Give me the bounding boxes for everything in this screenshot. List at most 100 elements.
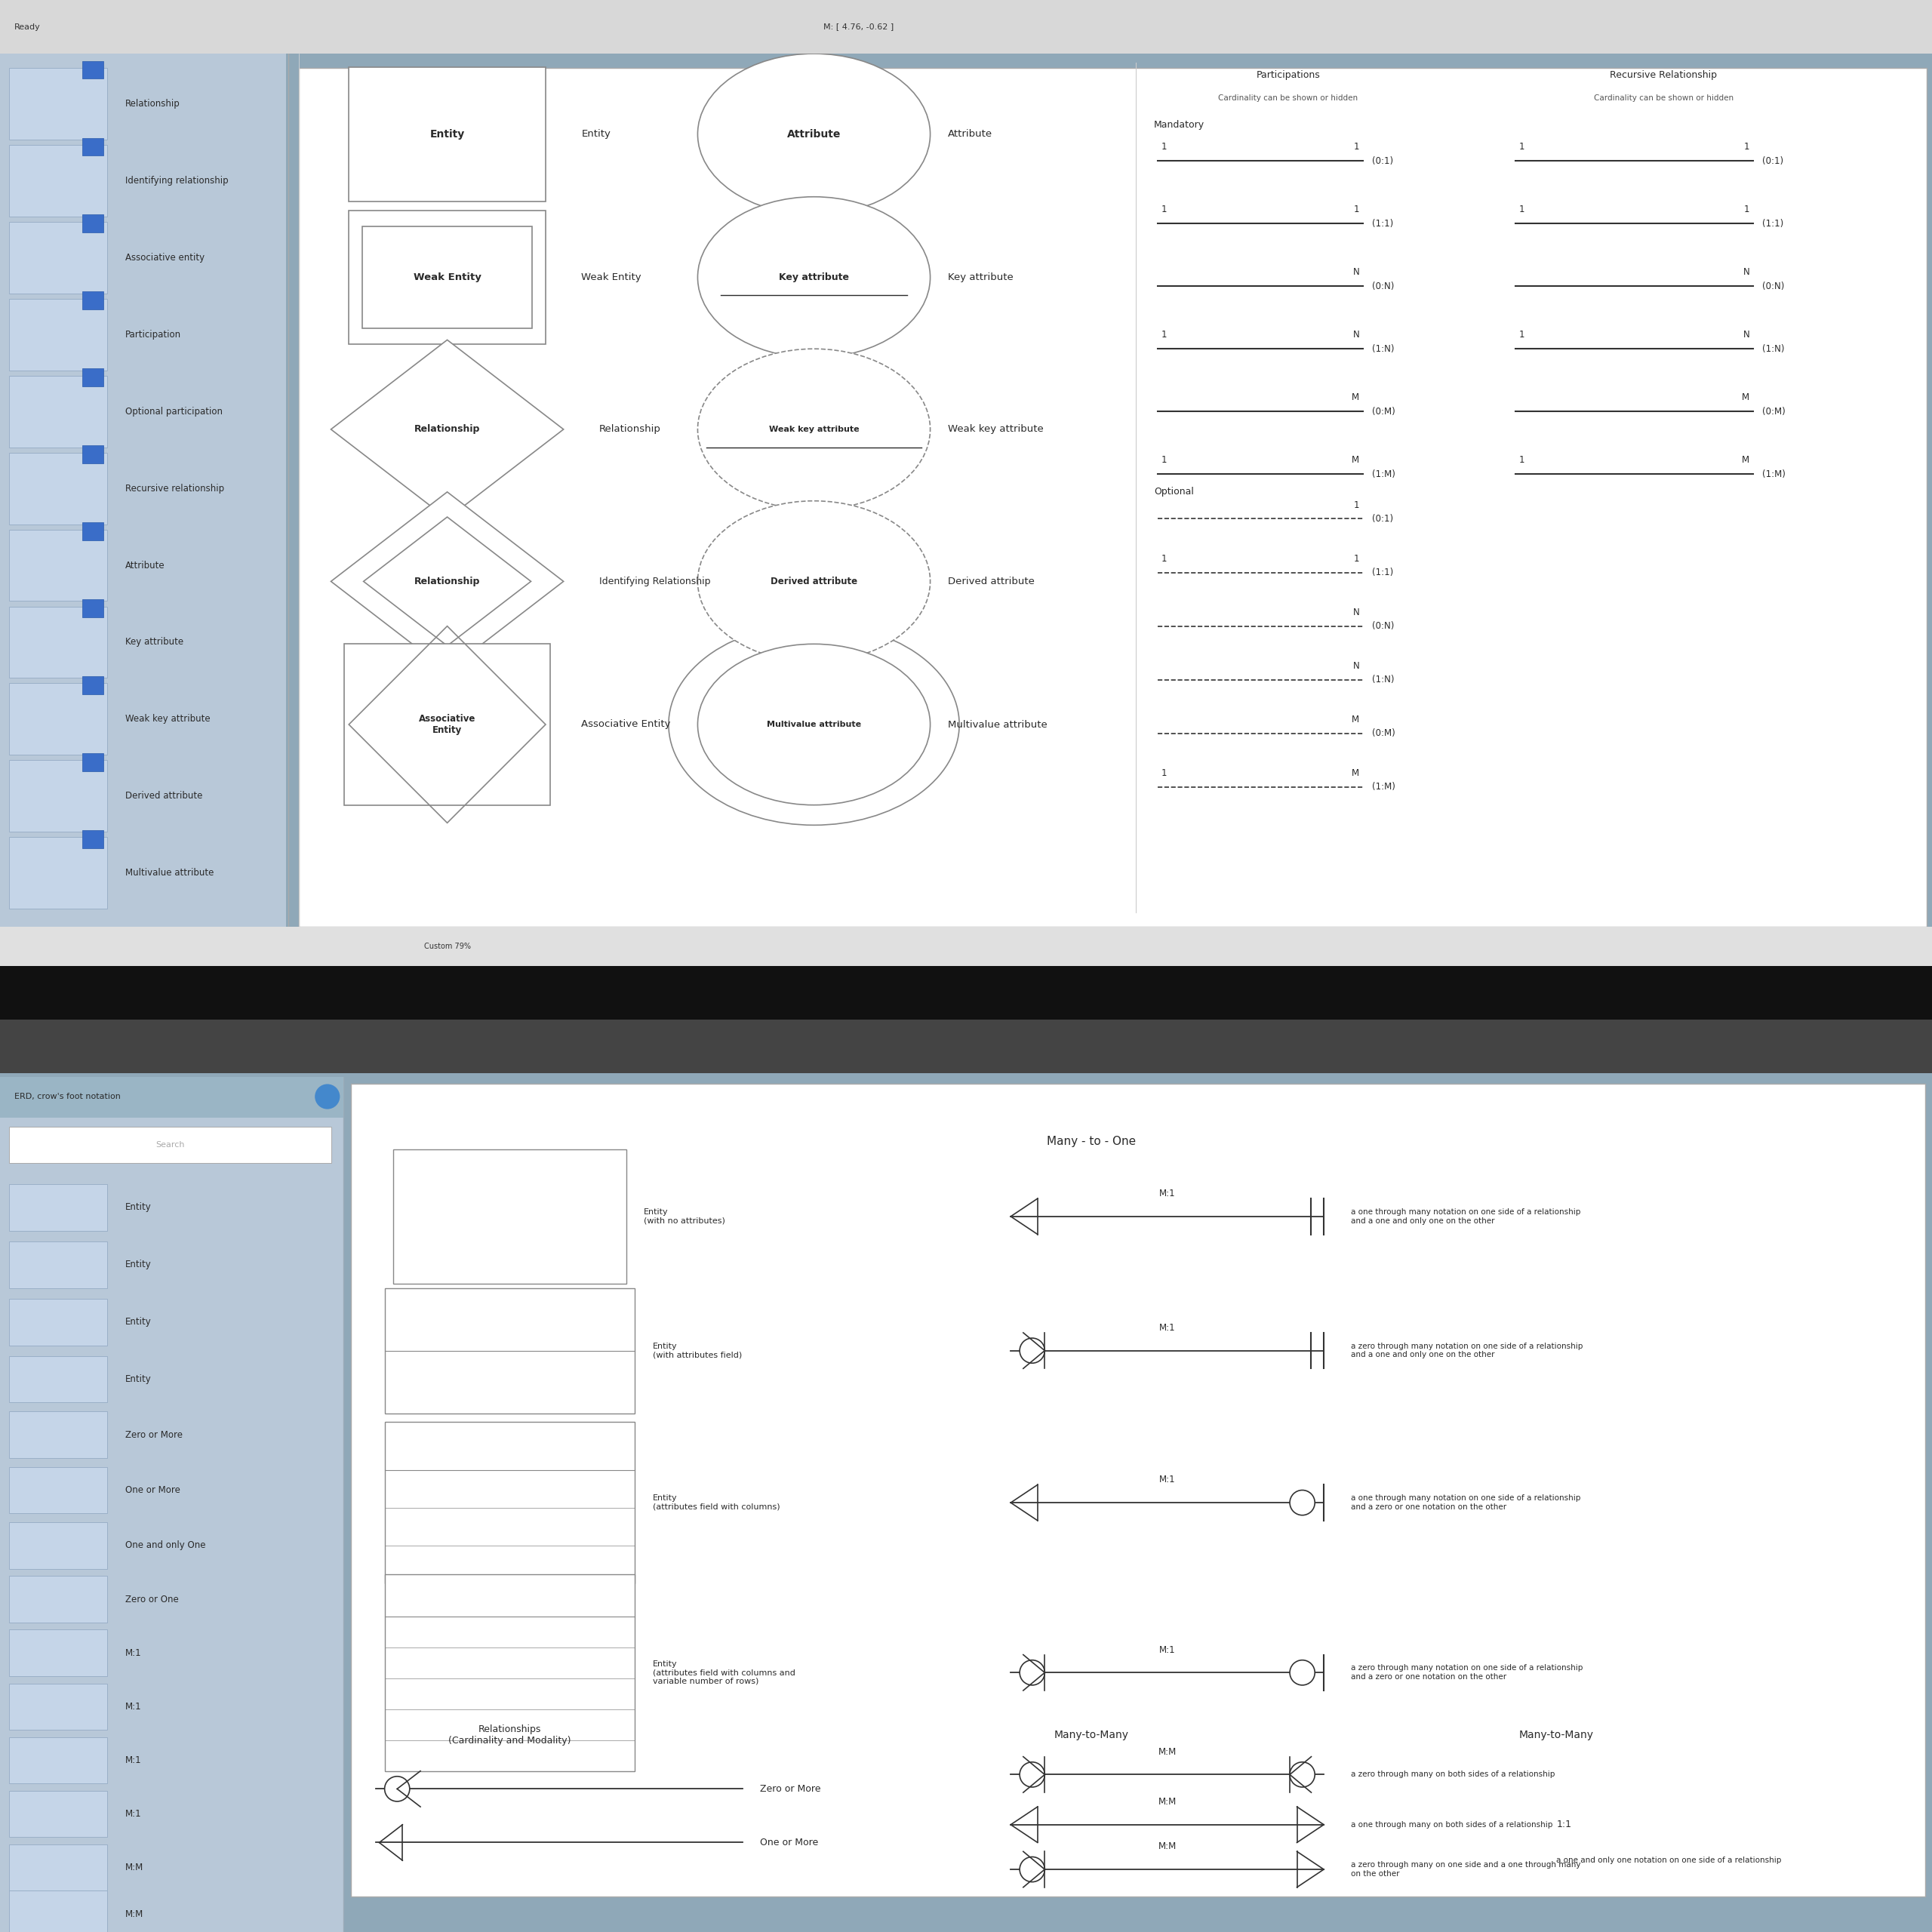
Circle shape (1291, 1762, 1316, 1787)
Text: N: N (1743, 267, 1750, 278)
Text: ERD, crow's foot notation: ERD, crow's foot notation (14, 1094, 120, 1101)
Text: (0:1): (0:1) (1372, 156, 1393, 166)
Ellipse shape (697, 643, 929, 806)
Circle shape (1020, 1660, 1045, 1685)
Text: Weak Entity: Weak Entity (582, 272, 641, 282)
Text: Search: Search (155, 1142, 184, 1150)
Text: Zero or One: Zero or One (126, 1594, 178, 1604)
Text: Many-to-Many: Many-to-Many (1519, 1729, 1594, 1741)
Polygon shape (330, 340, 564, 520)
Text: N: N (1352, 267, 1360, 278)
Text: M:1: M:1 (1159, 1644, 1175, 1654)
Text: Participations: Participations (1256, 70, 1320, 79)
Bar (394, 1150, 626, 1283)
Text: 1: 1 (1354, 554, 1360, 564)
Bar (83, 137, 104, 156)
Text: a zero through many on both sides of a relationship: a zero through many on both sides of a r… (1350, 1772, 1555, 1777)
Text: (1:N): (1:N) (1372, 674, 1395, 684)
Text: 1: 1 (1161, 330, 1167, 340)
Text: M:1: M:1 (1159, 1474, 1175, 1486)
Bar (350, 68, 545, 201)
Bar (10, 1184, 108, 1231)
Text: N: N (1743, 330, 1750, 340)
Bar (10, 1126, 330, 1163)
Bar (10, 684, 108, 755)
Text: M:M: M:M (1157, 1797, 1177, 1806)
Text: 1: 1 (1519, 205, 1524, 214)
Text: M:1: M:1 (126, 1808, 141, 1818)
Bar (10, 529, 108, 601)
Text: M:1: M:1 (1159, 1188, 1175, 1198)
Text: (1:M): (1:M) (1372, 782, 1395, 792)
Text: a one and only one notation on one side of a relationship: a one and only one notation on one side … (1557, 1857, 1781, 1864)
Text: Associative
Entity: Associative Entity (419, 715, 475, 734)
Text: a one through many notation on one side of a relationship
and a zero or one nota: a one through many notation on one side … (1350, 1495, 1580, 1511)
Bar (10, 375, 108, 446)
Text: (0:M): (0:M) (1372, 406, 1395, 417)
Text: (1:N): (1:N) (1372, 344, 1395, 354)
Text: 1: 1 (1519, 330, 1524, 340)
Bar (10, 299, 108, 371)
Bar (10, 607, 108, 678)
Bar (10, 1242, 108, 1289)
Bar (10, 1845, 108, 1891)
Text: M: M (1352, 715, 1360, 724)
Text: (1:M): (1:M) (1762, 469, 1785, 479)
Bar (83, 446, 104, 464)
Text: 1: 1 (1745, 205, 1750, 214)
Text: M:1: M:1 (126, 1702, 141, 1712)
Text: 1: 1 (1161, 554, 1167, 564)
Text: Relationship: Relationship (126, 99, 180, 108)
Text: N: N (1352, 607, 1360, 616)
Bar (363, 226, 531, 328)
Text: Multivalue attribute: Multivalue attribute (767, 721, 862, 728)
Text: Key attribute: Key attribute (779, 272, 848, 282)
Text: M:M: M:M (1157, 1841, 1177, 1851)
Bar (83, 522, 104, 541)
Bar (10, 1466, 108, 1513)
Bar (83, 214, 104, 232)
Text: (0:1): (0:1) (1762, 156, 1783, 166)
Bar (0, 927, 1932, 966)
Bar (10, 1522, 108, 1569)
Text: M:M: M:M (1157, 1747, 1177, 1756)
Text: M:1: M:1 (126, 1648, 141, 1658)
Circle shape (1291, 1660, 1316, 1685)
Text: Entity: Entity (582, 129, 611, 139)
Bar (344, 643, 551, 806)
Bar (83, 676, 104, 694)
Bar (384, 1289, 636, 1412)
Text: One or More: One or More (126, 1486, 180, 1495)
Text: (0:N): (0:N) (1372, 622, 1395, 632)
Text: M: [ 4.76, -0.62 ]: M: [ 4.76, -0.62 ] (823, 23, 895, 31)
Text: Relationship: Relationship (599, 425, 661, 435)
Text: Entity: Entity (126, 1260, 151, 1269)
Text: 1: 1 (1161, 769, 1167, 779)
Text: Relationship: Relationship (413, 425, 481, 435)
Bar (83, 599, 104, 616)
Text: (1:M): (1:M) (1372, 469, 1395, 479)
Bar (10, 1412, 108, 1459)
Text: 1: 1 (1354, 143, 1360, 153)
Text: Derived attribute: Derived attribute (771, 576, 858, 585)
Polygon shape (330, 493, 564, 670)
Bar (0, 1074, 1932, 1932)
Text: Relationships
(Cardinality and Modality): Relationships (Cardinality and Modality) (448, 1725, 572, 1747)
Bar (0, 966, 1932, 1020)
Text: a zero through many notation on one side of a relationship
and a one and only on: a zero through many notation on one side… (1350, 1343, 1582, 1358)
Circle shape (1020, 1339, 1045, 1364)
Text: M:1: M:1 (126, 1756, 141, 1766)
Text: Identifying relationship: Identifying relationship (126, 176, 228, 185)
Bar (384, 1422, 636, 1582)
Text: M: M (1352, 456, 1360, 466)
Text: 1: 1 (1745, 143, 1750, 153)
Bar (10, 1577, 108, 1623)
Bar (10, 1791, 108, 1837)
Text: Many-to-Many: Many-to-Many (1053, 1729, 1128, 1741)
Ellipse shape (697, 350, 929, 510)
Text: M:M: M:M (126, 1909, 143, 1918)
Text: M: M (1352, 392, 1360, 402)
Text: One or More: One or More (761, 1837, 819, 1847)
Text: Entity
(attributes field with columns and
variable number of rows): Entity (attributes field with columns an… (653, 1660, 796, 1685)
Text: (0:1): (0:1) (1372, 514, 1393, 524)
